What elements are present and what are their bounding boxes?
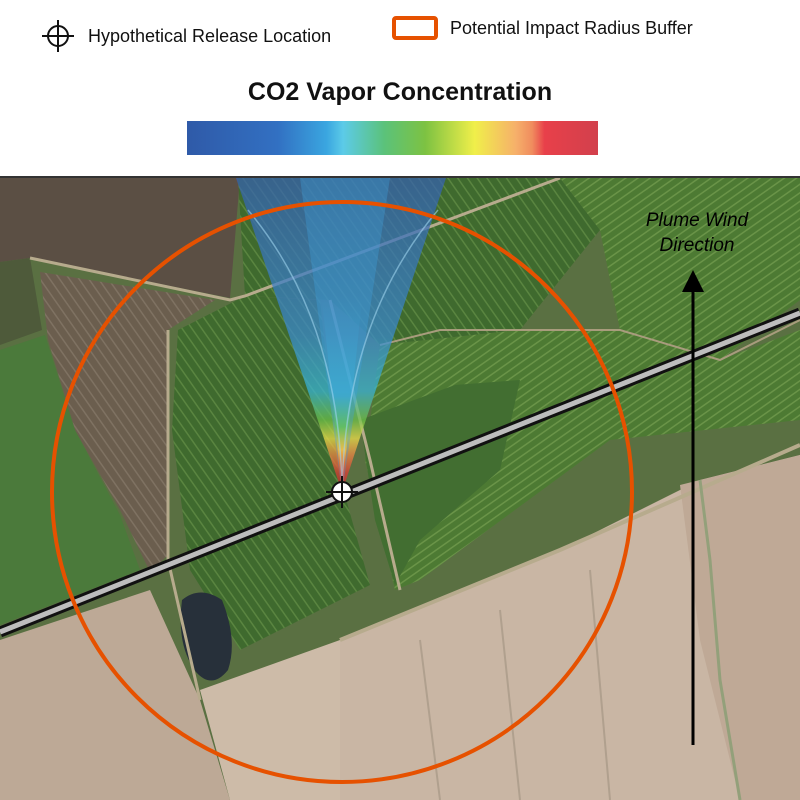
concentration-color-ramp [187,121,598,155]
legend-item-release-location: Hypothetical Release Location [40,18,331,54]
legend-label-release-location: Hypothetical Release Location [88,25,332,46]
legend-panel: Hypothetical Release Location Potential … [0,0,800,178]
field-bare-bottom-left [0,590,230,800]
field-bare-far-right [680,455,800,800]
wind-label-line2: Direction [660,235,735,256]
field-green-left [0,335,140,625]
wind-label-line1: Plume Wind [646,210,750,231]
aerial-map: Plume Wind Direction [0,178,800,800]
map-view: Plume Wind Direction [0,178,800,800]
buffer-swatch [392,16,438,40]
drainage-ditch [698,479,742,800]
pipeline [0,310,800,635]
legend-item-impact-buffer: Potential Impact Radius Buffer [392,16,693,40]
impact-radius-buffer [50,200,634,784]
field-green-top-right [560,178,800,360]
field-left-edge [0,258,42,345]
north-arrow-icon [682,270,704,745]
release-location-marker [326,476,358,508]
concentration-ramp-title: CO2 Vapor Concentration [247,78,553,106]
field-top-left [0,178,240,298]
legend-label-impact-buffer: Potential Impact Radius Buffer [450,17,693,38]
pond [180,592,232,681]
field-dry-left [40,272,215,572]
crosshair-icon [42,20,74,52]
field-wedge [360,380,520,585]
field-bare-bottom-right [340,455,800,800]
dirt-road-east [339,443,800,642]
field-boundary-right [379,319,800,362]
